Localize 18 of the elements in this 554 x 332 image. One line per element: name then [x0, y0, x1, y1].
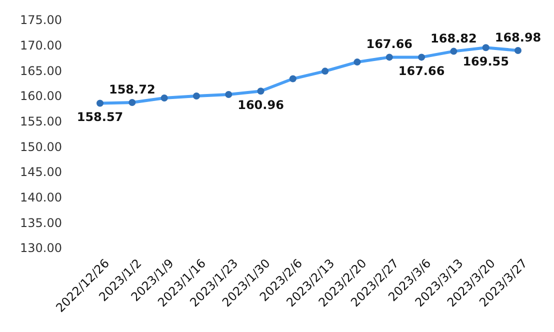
y-tick-label: 175.00 [20, 13, 62, 28]
y-tick-label: 150.00 [20, 140, 62, 154]
y-tick-label: 135.00 [20, 216, 62, 230]
y-tick-label: 140.00 [20, 190, 62, 205]
y-tick-label: 160.00 [20, 89, 62, 104]
data-label: 167.66 [366, 37, 413, 52]
data-label: 158.72 [109, 82, 156, 96]
y-tick-label: 130.00 [20, 241, 62, 256]
y-tick-label: 165.00 [20, 64, 62, 78]
data-label: 168.82 [430, 31, 477, 46]
data-label: 160.96 [238, 98, 284, 112]
y-tick-label: 170.00 [20, 38, 62, 53]
y-tick-label: 145.00 [20, 165, 62, 180]
data-label: 158.57 [76, 110, 124, 124]
data-label: 168.98 [494, 30, 542, 44]
data-label: 167.66 [398, 64, 445, 78]
y-tick-label: 155.00 [20, 114, 62, 129]
data-label: 169.55 [462, 54, 509, 69]
